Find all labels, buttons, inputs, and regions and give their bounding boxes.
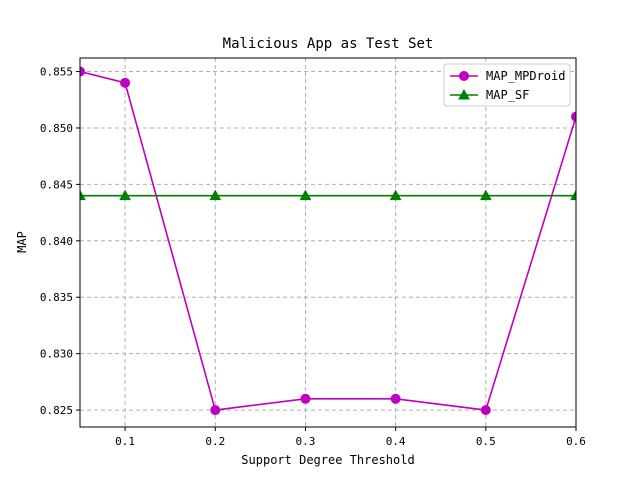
- x-axis-title: Support Degree Threshold: [241, 453, 414, 467]
- legend-label: MAP_SF: [486, 88, 529, 102]
- y-tick-label: 0.850: [40, 122, 73, 135]
- y-tick-label: 0.855: [40, 66, 73, 79]
- data-point-circle: [300, 393, 311, 404]
- legend-marker: [459, 71, 469, 81]
- y-tick-label: 0.835: [40, 291, 73, 304]
- data-point-triangle: [570, 189, 576, 201]
- y-tick-label: 0.830: [40, 348, 73, 361]
- y-tick-label: 0.825: [40, 404, 73, 417]
- chart-title: Malicious App as Test Set: [223, 36, 434, 52]
- data-point-triangle: [479, 189, 492, 201]
- plot-area-frame: [79, 57, 577, 428]
- grid: [80, 58, 577, 427]
- data-point-circle: [210, 405, 221, 416]
- x-tick-label: 0.4: [386, 435, 406, 448]
- data-point-triangle: [119, 189, 131, 201]
- legend-label: MAP_MPDroid: [486, 69, 565, 83]
- data-point-circle: [571, 111, 576, 122]
- data-point-triangle: [389, 189, 402, 201]
- legend-marker: [458, 88, 470, 100]
- x-tick-label: 0.6: [566, 435, 586, 448]
- data-point-circle: [480, 405, 491, 416]
- x-axis: 0.1 0.2 0.3 0.4 0.5 0.6: [115, 427, 586, 448]
- data-point-circle: [390, 393, 401, 404]
- data-point-circle: [120, 77, 131, 88]
- x-tick-label: 0.2: [205, 435, 225, 448]
- x-tick-label: 0.5: [476, 435, 496, 448]
- series-group: [80, 66, 576, 416]
- data-point-circle: [80, 66, 85, 77]
- x-tick-label: 0.1: [115, 435, 135, 448]
- y-tick-label: 0.845: [40, 178, 73, 191]
- plot-series: [80, 66, 576, 416]
- y-tick-label: 0.840: [40, 235, 73, 248]
- data-point-triangle: [80, 189, 86, 201]
- legend: MAP_MPDroid MAP_SF: [443, 63, 571, 107]
- y-axis-title: MAP: [15, 231, 29, 253]
- x-tick-label: 0.3: [296, 435, 316, 448]
- data-point-triangle: [209, 189, 222, 201]
- data-point-triangle: [299, 189, 312, 201]
- y-axis: 0.825 0.830 0.835 0.840 0.845 0.850 0.855: [40, 66, 80, 417]
